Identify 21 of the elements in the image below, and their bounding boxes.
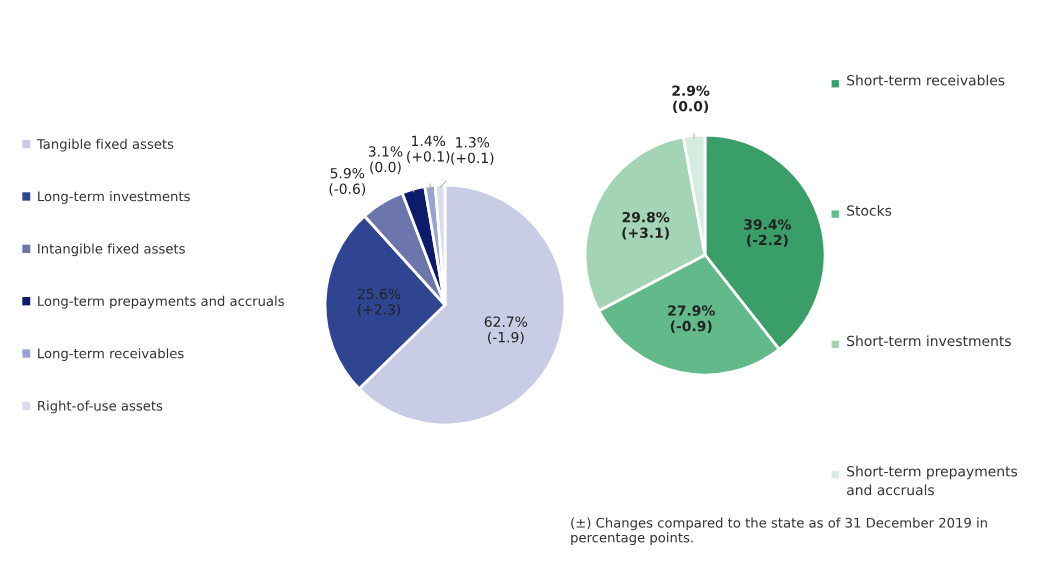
data-label: 3.1% (0.0) — [368, 146, 403, 174]
data-label: 5.9% (-0.6) — [329, 167, 366, 196]
data-label: 2.9% (0.0) — [672, 85, 710, 114]
legend-label: Long-term prepayments and accruals — [38, 295, 284, 309]
data-label: 1.3% (+0.1) — [451, 137, 494, 165]
data-label: 62.7% (-1.9) — [484, 316, 528, 345]
legend-label: Long-term investments — [38, 191, 190, 204]
legend-label: Short-term receivables — [847, 74, 1005, 86]
legend-label: Short-term investments — [847, 335, 1011, 347]
legend-label: Stocks — [847, 205, 892, 216]
data-label: 29.8% (+3.1) — [622, 211, 670, 240]
text: (±) Changes compared to the state as of 31 December 2019 in percentage points. — [571, 517, 987, 546]
legend-label: Intangible fixed assets — [38, 243, 185, 257]
data-label: 27.9% (-0.9) — [668, 305, 715, 333]
data-label: 39.4% (-2.2) — [744, 219, 792, 247]
legend-label: Short-term prepayments and accruals — [847, 465, 1018, 496]
legend-label: Right-of-use assets — [38, 400, 163, 414]
data-label: 25.6% (+2.3) — [357, 288, 401, 317]
data-label: 1.4% (+0.1) — [407, 135, 450, 164]
legend-label: Long-term receivables — [38, 348, 184, 361]
legend-label: Tangible fixed assets — [36, 138, 174, 152]
